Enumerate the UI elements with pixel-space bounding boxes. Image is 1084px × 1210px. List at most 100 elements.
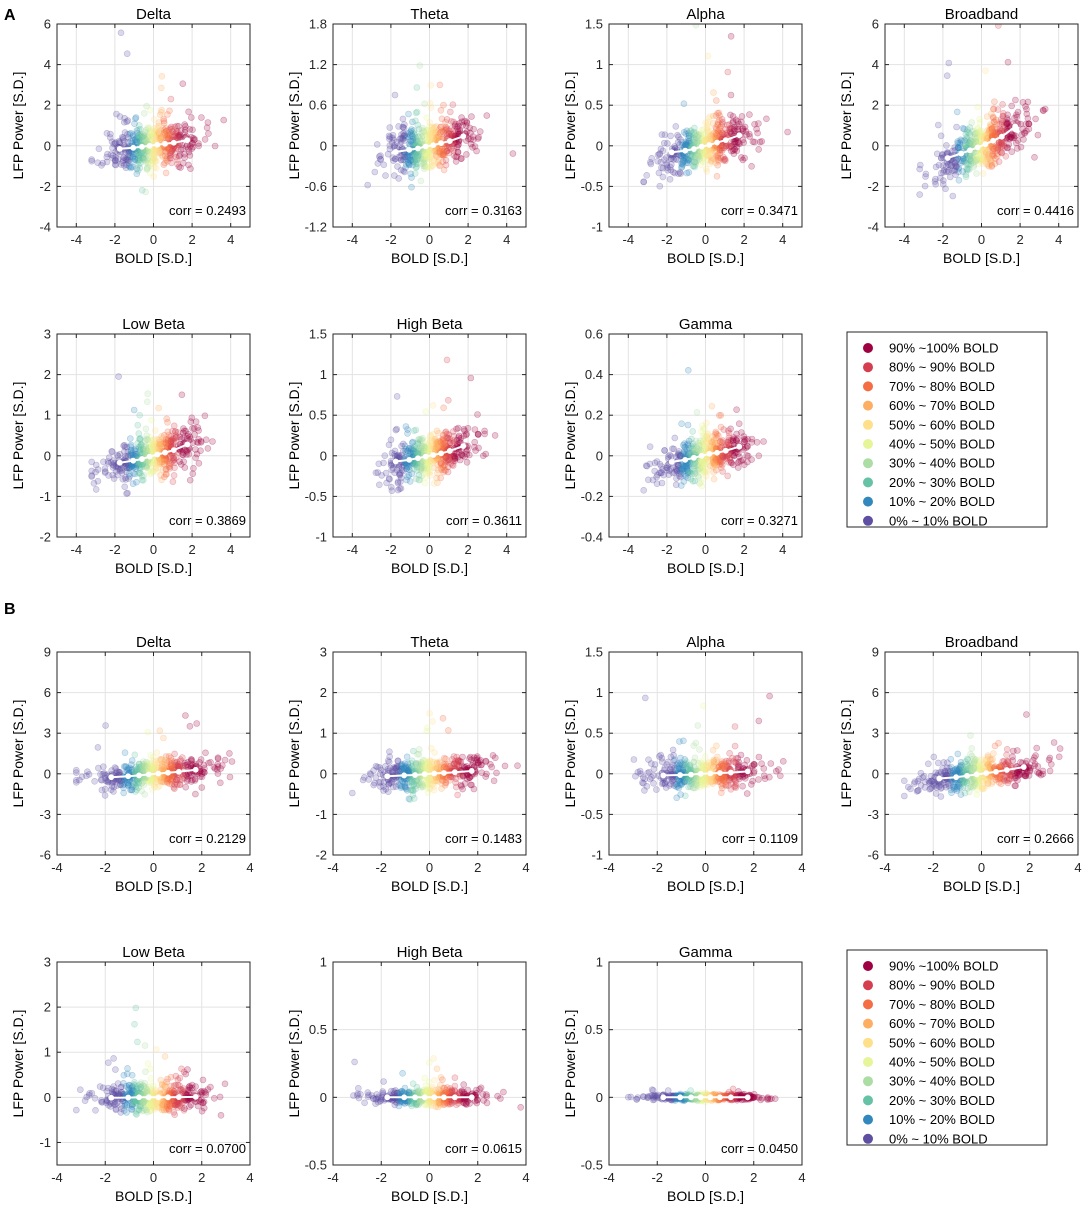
scatter-point xyxy=(694,131,702,139)
scatter-point xyxy=(190,134,197,142)
scatter-point xyxy=(124,131,131,138)
scatter-point xyxy=(680,129,688,136)
scatter-point xyxy=(454,141,462,149)
scatter-point xyxy=(205,130,212,137)
mean-point xyxy=(460,443,467,449)
scatter-point xyxy=(167,95,175,103)
scatter-point xyxy=(440,150,448,157)
scatter-point xyxy=(646,443,654,451)
scatter-point xyxy=(196,759,203,766)
scatter-point xyxy=(142,135,149,142)
scatter-point xyxy=(157,134,164,141)
scatter-point xyxy=(425,147,433,154)
scatter-point xyxy=(433,427,441,435)
scatter-point xyxy=(144,155,151,163)
mean-point xyxy=(422,143,429,150)
scatter-point xyxy=(709,120,717,127)
scatter-point xyxy=(130,133,137,140)
corr-value: 0.3471 xyxy=(758,203,798,218)
scatter-point xyxy=(152,155,159,162)
scatter-point xyxy=(454,128,462,135)
scatter-point xyxy=(716,150,724,157)
scatter-point xyxy=(740,139,748,146)
scatter-point xyxy=(138,787,145,795)
scatter-point xyxy=(149,156,157,163)
scatter-point xyxy=(712,97,720,104)
scatter-point xyxy=(412,151,419,158)
scatter-point xyxy=(754,129,761,137)
scatter-point xyxy=(162,128,170,135)
scatter-point xyxy=(150,116,158,123)
scatter-point xyxy=(684,138,692,145)
scatter-point xyxy=(399,123,407,131)
scatter-point xyxy=(713,455,720,463)
scatter-point xyxy=(109,144,116,152)
scatter-point xyxy=(702,150,710,157)
scatter-point xyxy=(705,115,713,122)
scatter-point xyxy=(191,777,199,784)
scatter-point xyxy=(143,435,150,443)
scatter-point xyxy=(214,754,222,762)
scatter-point xyxy=(137,125,144,133)
scatter-point xyxy=(714,118,722,126)
scatter-point xyxy=(124,154,132,161)
scatter-point xyxy=(730,127,738,135)
scatter-point xyxy=(474,411,481,418)
scatter-point xyxy=(675,170,682,177)
scatter-point xyxy=(427,744,435,752)
scatter-point xyxy=(426,155,433,163)
scatter-point xyxy=(421,163,428,170)
scatter-point xyxy=(153,779,160,786)
scatter-point xyxy=(174,160,181,168)
x-tick-label: 2 xyxy=(188,232,195,247)
scatter-point xyxy=(977,127,984,135)
scatter-point xyxy=(400,125,408,132)
scatter-point xyxy=(422,155,430,162)
scatter-point xyxy=(703,136,710,143)
scatter-point xyxy=(173,454,180,461)
scatter-point xyxy=(153,164,160,172)
scatter-point xyxy=(135,161,142,169)
scatter-point xyxy=(429,162,437,169)
scatter-point xyxy=(684,421,692,429)
scatter-point xyxy=(162,169,170,177)
scatter-point xyxy=(146,134,154,142)
scatter-point xyxy=(107,130,114,138)
scatter-point xyxy=(150,154,157,162)
scatter-point xyxy=(406,161,413,169)
scatter-point xyxy=(1034,131,1042,139)
scatter-point xyxy=(706,153,714,160)
scatter-point xyxy=(432,123,440,130)
scatter-point xyxy=(432,134,440,142)
scatter-point xyxy=(110,788,117,795)
scatter-point xyxy=(98,162,105,169)
scatter-point xyxy=(436,162,444,170)
scatter-point xyxy=(694,139,702,147)
scatter-point xyxy=(671,169,679,177)
scatter-point xyxy=(450,152,458,159)
scatter-point xyxy=(442,157,450,164)
scatter-point xyxy=(714,121,722,129)
scatter-point xyxy=(684,159,692,167)
scatter-point xyxy=(417,154,425,162)
scatter-point xyxy=(413,108,421,116)
scatter-point xyxy=(154,131,162,139)
corr-value: 0.2493 xyxy=(206,203,246,218)
scatter-point xyxy=(693,156,700,164)
mean-point xyxy=(184,137,191,144)
y-tick-label: 1 xyxy=(596,57,603,72)
scatter-point xyxy=(383,479,390,487)
scatter-point xyxy=(994,106,1002,113)
scatter-point xyxy=(420,165,428,172)
mean-point xyxy=(192,766,199,773)
scatter-point xyxy=(145,133,152,140)
scatter-point xyxy=(160,115,167,123)
scatter-point xyxy=(105,454,113,461)
scatter-point xyxy=(393,452,401,460)
scatter-point xyxy=(461,117,468,125)
x-tick-label: 4 xyxy=(503,542,510,557)
scatter-point xyxy=(150,173,157,180)
scatter-point xyxy=(186,476,194,484)
scatter-point xyxy=(139,155,147,162)
